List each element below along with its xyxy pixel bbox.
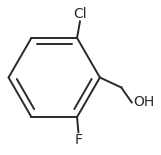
Text: F: F <box>74 133 82 147</box>
Text: Cl: Cl <box>73 7 87 21</box>
Text: OH: OH <box>134 95 155 109</box>
